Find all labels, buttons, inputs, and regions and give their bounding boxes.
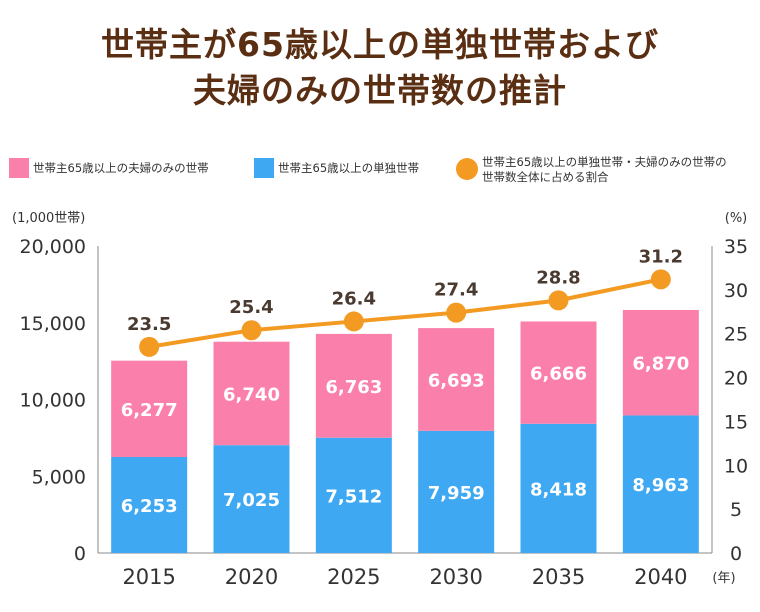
y-left-unit: (1,000世帯) <box>12 211 85 226</box>
data-label-single-2030: 7,959 <box>428 483 485 504</box>
data-label-couple-2035: 6,666 <box>530 364 587 385</box>
data-label-single-2025: 7,512 <box>325 486 382 507</box>
y-left-tick-label: 10,000 <box>20 390 86 412</box>
x-unit: (年) <box>712 571 735 586</box>
chart-title-line2: 夫婦のみの世帯数の推計 <box>193 71 567 110</box>
bar-couple-2025 <box>315 333 392 438</box>
x-tick-label-2030: 2030 <box>429 565 482 589</box>
data-label-single-2040: 8,963 <box>632 475 689 496</box>
data-label-single-2015: 6,253 <box>121 496 178 517</box>
y-right-tick-label: 25 <box>724 324 748 346</box>
bar-single-2040 <box>622 415 699 553</box>
ratio-point-2015 <box>139 336 160 357</box>
ratio-label-2040: 31.2 <box>639 246 683 267</box>
chart-title-line1: 世帯主が65歳以上の単独世帯および <box>101 25 659 64</box>
bar-single-2025 <box>315 437 392 553</box>
data-label-couple-2025: 6,763 <box>325 377 382 398</box>
data-label-couple-2040: 6,870 <box>632 354 689 375</box>
ratio-point-2030 <box>446 302 467 323</box>
x-tick-label-2020: 2020 <box>225 565 278 589</box>
data-label-couple-2020: 6,740 <box>223 384 280 405</box>
bar-single-2015 <box>111 457 188 553</box>
y-right-tick-label: 0 <box>730 543 742 565</box>
y-right-tick-label: 30 <box>724 280 748 302</box>
ratio-label-2015: 23.5 <box>127 314 171 335</box>
data-label-couple-2030: 6,693 <box>428 370 485 391</box>
x-tick-label-2015: 2015 <box>122 565 175 589</box>
bar-couple-2030 <box>418 328 495 431</box>
ratio-point-2025 <box>343 311 364 332</box>
y-right-tick-label: 15 <box>724 411 748 433</box>
y-right-tick-label: 35 <box>724 236 748 258</box>
data-label-single-2020: 7,025 <box>223 490 280 511</box>
y-right-tick-label: 5 <box>730 499 742 521</box>
bar-couple-2040 <box>622 309 699 416</box>
bar-single-2030 <box>418 430 495 553</box>
y-left-tick-label: 20,000 <box>20 236 86 258</box>
data-label-couple-2015: 6,277 <box>121 400 178 421</box>
y-right-tick-label: 20 <box>724 368 748 390</box>
ratio-label-2030: 27.4 <box>434 280 478 301</box>
x-tick-label-2025: 2025 <box>327 565 380 589</box>
ratio-label-2035: 28.8 <box>536 267 580 288</box>
y-right-unit: (%) <box>725 211 748 226</box>
bar-couple-2035 <box>520 321 597 424</box>
data-label-single-2035: 8,418 <box>530 479 587 500</box>
ratio-point-2040 <box>650 269 671 290</box>
ratio-point-2035 <box>548 290 569 311</box>
bar-couple-2020 <box>213 341 290 446</box>
ratio-label-2020: 25.4 <box>229 297 273 318</box>
y-left-tick-label: 15,000 <box>20 313 86 335</box>
x-tick-label-2035: 2035 <box>532 565 585 589</box>
ratio-label-2025: 26.4 <box>332 288 376 309</box>
y-right-tick-label: 10 <box>724 455 748 477</box>
x-tick-label-2040: 2040 <box>634 565 687 589</box>
bar-couple-2015 <box>111 360 188 458</box>
ratio-point-2020 <box>241 320 262 341</box>
y-left-tick-label: 5,000 <box>32 466 86 488</box>
chart-title: 世帯主が65歳以上の単独世帯および 夫婦のみの世帯数の推計 <box>0 22 760 114</box>
ratio-line <box>148 277 662 349</box>
y-left-tick-label: 0 <box>74 543 86 565</box>
bar-single-2020 <box>213 445 290 553</box>
bar-single-2035 <box>520 423 597 553</box>
